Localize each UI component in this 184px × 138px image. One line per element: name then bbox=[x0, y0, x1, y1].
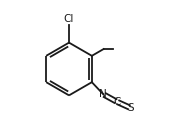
Text: C: C bbox=[113, 97, 121, 107]
Text: Cl: Cl bbox=[64, 14, 74, 24]
Text: S: S bbox=[127, 103, 134, 113]
Text: N: N bbox=[100, 89, 107, 99]
